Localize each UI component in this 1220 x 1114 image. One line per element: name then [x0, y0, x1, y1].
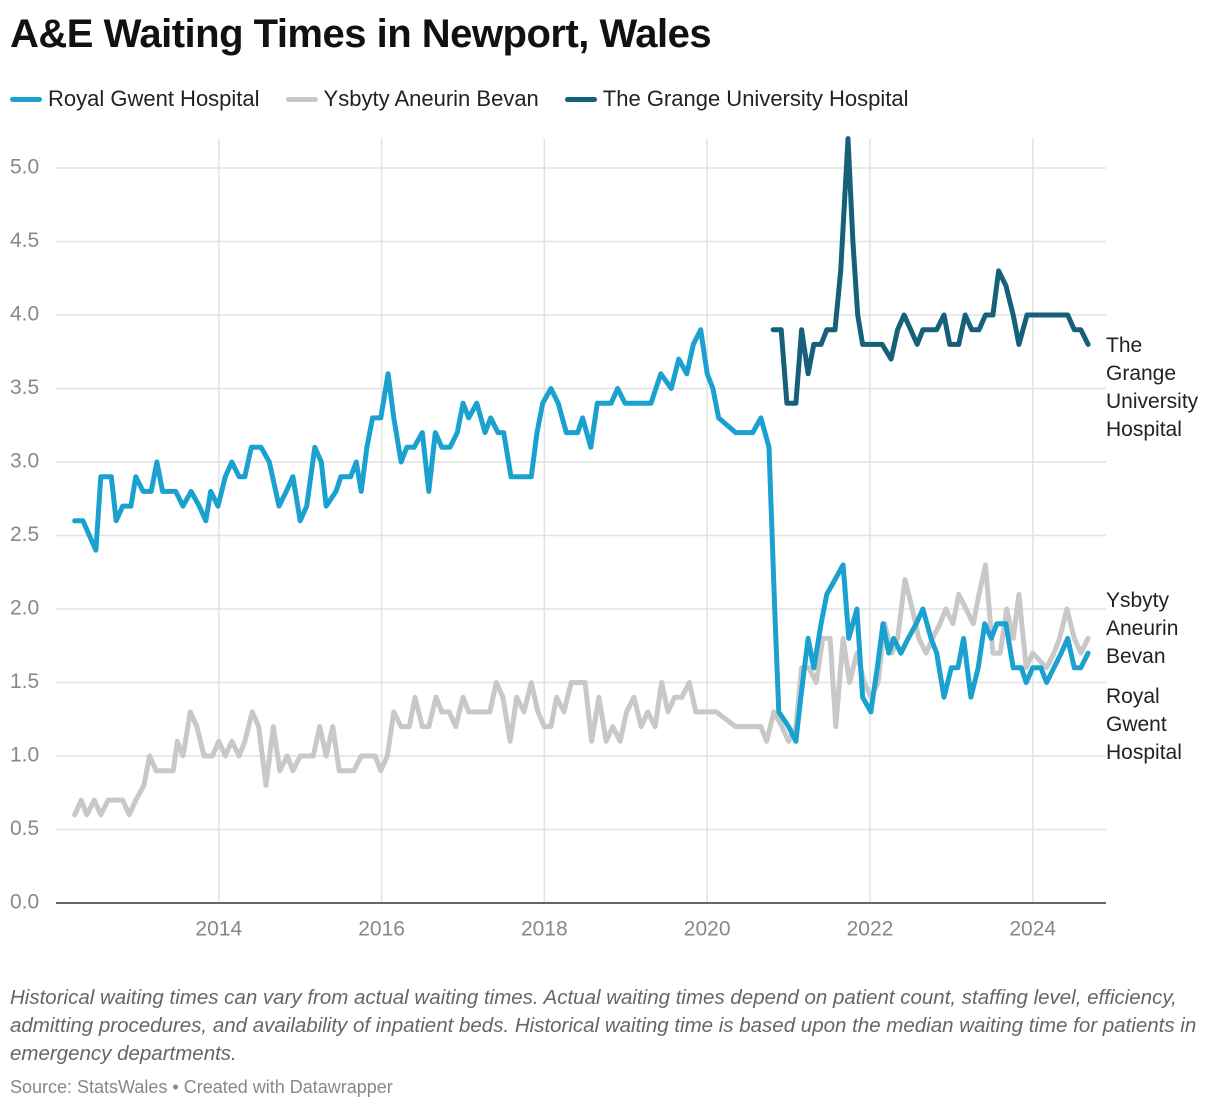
y-tick-label: 0.5 [10, 817, 39, 840]
source: Source: StatsWales • Created with Datawr… [10, 1077, 393, 1097]
x-tick-label: 2018 [521, 918, 568, 941]
legend-item: The Grange University Hospital [564, 86, 909, 112]
y-tick-label: 2.0 [10, 597, 39, 620]
legend-item: Ysbyty Aneurin Bevan [285, 86, 539, 112]
y-tick-label: 3.0 [10, 450, 39, 473]
x-tick-label: 2016 [358, 918, 405, 941]
legend: Royal Gwent Hospital Ysbyty Aneurin Bevan… [10, 86, 908, 112]
x-tick-label: 2014 [195, 918, 242, 941]
legend-label: Ysbyty Aneurin Bevan [323, 86, 539, 111]
legend-item: Royal Gwent Hospital [10, 86, 260, 112]
line [72, 327, 1091, 744]
y-tick-label: 1.0 [10, 744, 39, 767]
x-tick-label: 2022 [847, 918, 894, 941]
y-tick-label: 2.5 [10, 523, 39, 546]
legend-swatch [564, 96, 597, 102]
y-tick-label: 4.0 [10, 303, 39, 326]
legend-label: The Grange University Hospital [602, 86, 909, 111]
y-tick-label: 1.5 [10, 670, 39, 693]
legend-swatch [285, 96, 318, 102]
y-tick-label: 4.5 [10, 229, 39, 252]
legend-label: Royal Gwent Hospital [48, 86, 260, 111]
y-tick-label: 3.5 [10, 376, 39, 399]
notes: Historical waiting times can vary from a… [10, 986, 1197, 1065]
end-label: Ysbyty Aneurin Bevan [1106, 589, 1179, 668]
line [72, 562, 1091, 818]
legend-swatch [10, 96, 42, 102]
end-label: Royal Gwent Hospital [1106, 685, 1182, 764]
end-label: The Grange University Hospital [1106, 334, 1199, 441]
y-tick-label: 5.0 [10, 156, 39, 179]
x-tick-label: 2020 [684, 918, 731, 941]
chart-title: A&E Waiting Times in Newport, Wales [10, 12, 712, 56]
y-tick-label: 0.0 [10, 891, 39, 914]
line [770, 136, 1091, 406]
x-tick-label: 2024 [1009, 918, 1056, 941]
